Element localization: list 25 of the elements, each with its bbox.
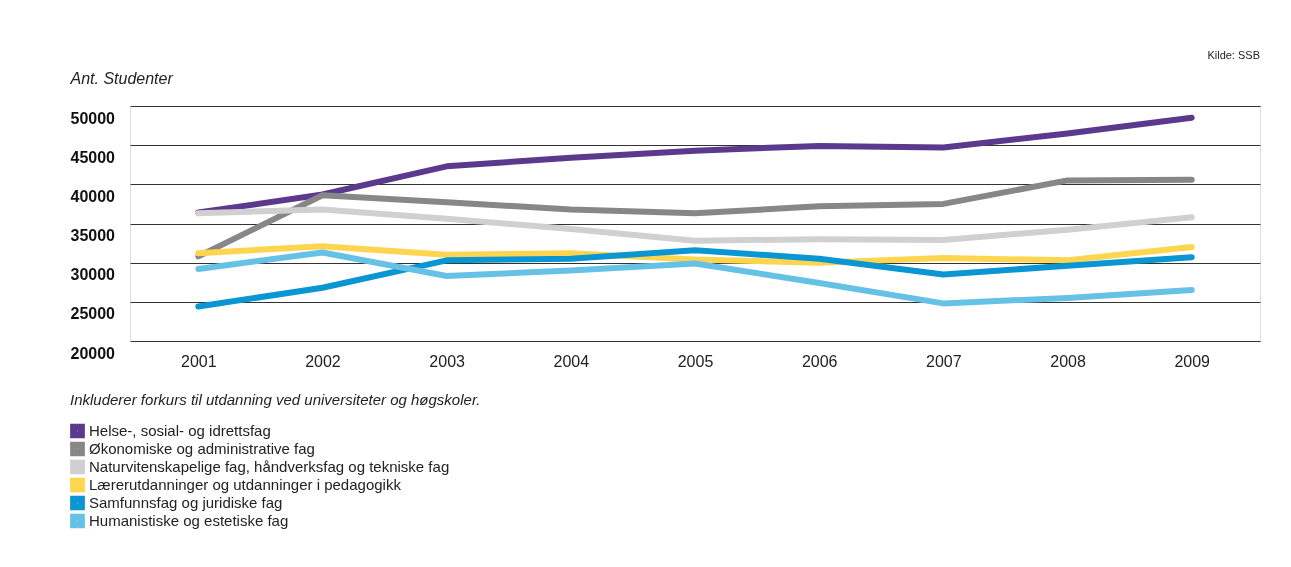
legend-label: Økonomiske og administrative fag: [89, 440, 315, 457]
y-tick-label: 35000: [70, 227, 116, 244]
y-tick-label: 45000: [70, 148, 116, 166]
x-tick-label: 2006: [801, 352, 838, 370]
legend-label: Lærerutdanninger og utdanninger i pedagogikk: [89, 476, 402, 493]
y-axis-title: Ant. Studenter: [69, 69, 174, 87]
x-tick-label: 2008: [1050, 352, 1086, 370]
x-tick-label: 2003: [429, 352, 466, 370]
text: Kilde: SSB: [1207, 49, 1260, 61]
x-tick-label: 2002: [305, 352, 341, 370]
x-tick-label: 2001: [181, 352, 217, 370]
x-tick-label: 2005: [677, 352, 714, 370]
legend-label: Humanistiske og estetiske fag: [89, 512, 289, 529]
y-tick-label: 30000: [70, 266, 116, 284]
y-tick-label: 40000: [70, 187, 116, 205]
y-tick-label: 50000: [70, 109, 116, 127]
x-tick-label: 2009: [1174, 352, 1211, 370]
text: Inkluderer forkurs til utdanning ved universiteter og høgskoler.: [70, 391, 481, 408]
legend-label: Naturvitenskapelige fag, håndverksfag og tekniske fag: [89, 458, 450, 475]
x-tick-label: 2007: [926, 352, 962, 370]
legend-label: Helse-, sosial- og idrettsfag: [89, 422, 271, 439]
y-tick-label: 20000: [70, 344, 116, 362]
legend-label: Samfunnsfag og juridiske fag: [89, 494, 283, 511]
y-tick-label: 25000: [70, 305, 116, 323]
x-tick-label: 2004: [553, 352, 590, 370]
